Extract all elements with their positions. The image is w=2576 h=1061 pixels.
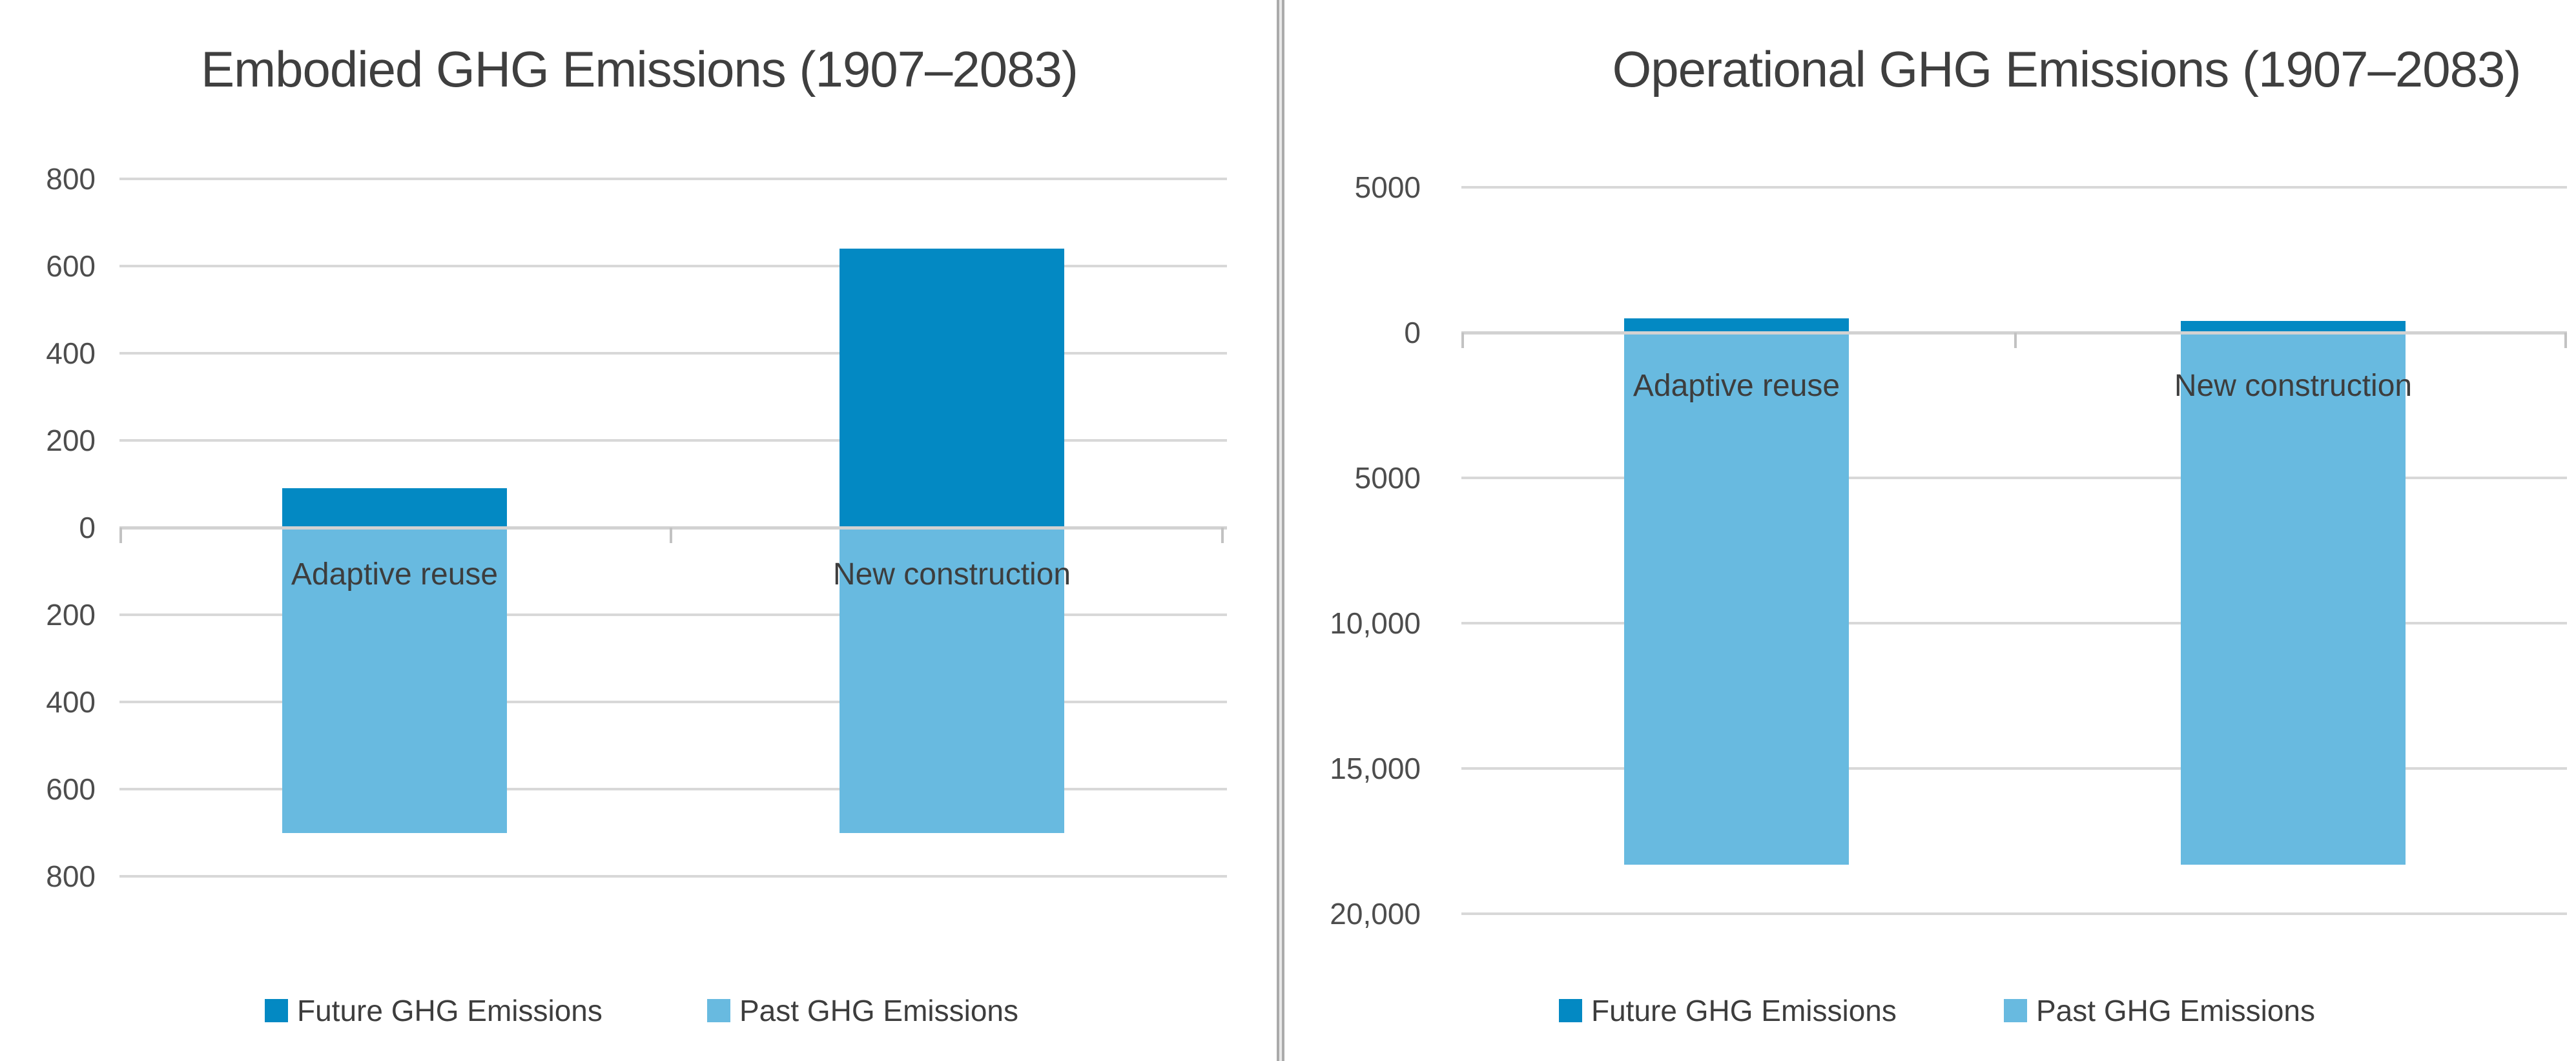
y-axis-tick-label: 10,000: [1330, 606, 1421, 640]
gridline: [119, 613, 1227, 616]
gridline: [119, 178, 1227, 180]
zero-axis-line: [119, 526, 1227, 530]
chart-title-embodied: Embodied GHG Emissions (1907–2083): [201, 41, 1078, 98]
category-axis-tick: [2564, 333, 2567, 348]
y-axis-tick-label: 600: [46, 772, 96, 806]
legend-swatch-past-ghg-emissions-icon: [707, 999, 730, 1022]
future-bar-new-construction[interactable]: [840, 249, 1064, 528]
future-bar-adaptive-reuse[interactable]: [1624, 318, 1849, 333]
category-label-new-construction: New construction: [2174, 369, 2413, 403]
gridline: [1461, 767, 2567, 770]
past-bar-adaptive-reuse[interactable]: [282, 528, 507, 833]
gridline: [119, 788, 1227, 790]
category-axis-tick: [119, 528, 122, 543]
y-axis-tick-label: 20,000: [1330, 897, 1421, 931]
category-label-new-construction: New construction: [832, 557, 1071, 592]
y-axis-tick-label: 400: [46, 336, 96, 370]
gridline: [1461, 622, 2567, 624]
y-axis-tick-label: 5000: [1354, 170, 1421, 204]
past-bar-new-construction[interactable]: [840, 528, 1064, 833]
gridline: [119, 439, 1227, 442]
past-bar-new-construction[interactable]: [2181, 333, 2406, 865]
category-label-adaptive-reuse: Adaptive reuse: [1633, 369, 1840, 403]
y-axis-tick-label: 800: [46, 860, 96, 893]
gridline: [1461, 186, 2567, 189]
gridline: [119, 875, 1227, 878]
legend-swatch-future-ghg-emissions-icon: [1559, 999, 1582, 1022]
panel-divider: [1277, 0, 1284, 1061]
y-axis-tick-label: 200: [46, 598, 96, 632]
gridline: [119, 701, 1227, 703]
gridline: [1461, 912, 2567, 915]
gridline: [1461, 477, 2567, 479]
legend-swatch-future-ghg-emissions-icon: [265, 999, 288, 1022]
y-axis-tick-label: 5000: [1354, 461, 1421, 495]
legend-item-past-ghg-emissions[interactable]: Past GHG Emissions: [707, 993, 1018, 1028]
legend-swatch-past-ghg-emissions-icon: [2004, 999, 2027, 1022]
chart-title-operational: Operational GHG Emissions (1907–2083): [1612, 41, 2522, 98]
future-bar-new-construction[interactable]: [2181, 321, 2406, 333]
gridline: [119, 352, 1227, 355]
y-axis-tick-label: 800: [46, 162, 96, 196]
y-axis-tick-label: 0: [79, 511, 96, 544]
past-bar-adaptive-reuse[interactable]: [1624, 333, 1849, 865]
gridline: [119, 265, 1227, 267]
legend-label-past-ghg-emissions: Past GHG Emissions: [739, 994, 1018, 1027]
category-axis-tick: [670, 528, 672, 543]
legend-label-past-ghg-emissions: Past GHG Emissions: [2036, 994, 2315, 1027]
y-axis-tick-label: 400: [46, 685, 96, 719]
category-axis-tick: [1221, 528, 1224, 543]
category-label-adaptive-reuse: Adaptive reuse: [291, 557, 499, 592]
y-axis-tick-label: 0: [1404, 316, 1421, 349]
legend-item-future-ghg-emissions[interactable]: Future GHG Emissions: [265, 993, 603, 1028]
legend-label-future-ghg-emissions: Future GHG Emissions: [1591, 994, 1897, 1027]
y-axis-tick-label: 15,000: [1330, 752, 1421, 785]
y-axis-tick-label: 200: [46, 424, 96, 457]
legend-item-past-ghg-emissions[interactable]: Past GHG Emissions: [2004, 993, 2315, 1028]
category-axis-tick: [1461, 333, 1464, 348]
y-axis-tick-label: 600: [46, 249, 96, 283]
category-axis-tick: [2014, 333, 2017, 348]
legend-item-future-ghg-emissions[interactable]: Future GHG Emissions: [1559, 993, 1897, 1028]
legend-label-future-ghg-emissions: Future GHG Emissions: [297, 994, 603, 1027]
future-bar-adaptive-reuse[interactable]: [282, 488, 507, 528]
